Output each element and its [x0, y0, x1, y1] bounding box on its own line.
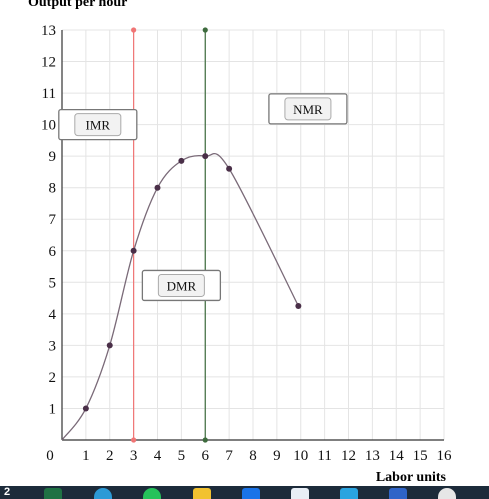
- y-tick-label: 7: [49, 212, 57, 228]
- data-points: [82, 153, 302, 412]
- annotation-label: NMR: [293, 102, 323, 117]
- y-tick-label: 10: [41, 118, 56, 134]
- data-point: [226, 165, 233, 172]
- x-tick-label: 9: [273, 448, 281, 464]
- excel-icon[interactable]: [44, 488, 62, 499]
- annotation-boxes[interactable]: IMR NMR DMR: [58, 93, 348, 302]
- reference-line-end: [131, 437, 137, 443]
- x-tick-label: 12: [341, 448, 356, 464]
- x-tick-label: 11: [317, 448, 331, 464]
- data-point: [130, 247, 137, 254]
- x-axis-label: Labor units: [376, 470, 447, 485]
- x-tick-label: 0: [46, 448, 54, 464]
- x-tick-label: 3: [130, 448, 138, 464]
- y-tick-label: 2: [49, 370, 57, 386]
- annotation-label: DMR: [167, 278, 197, 293]
- app-icon-2[interactable]: [340, 488, 358, 499]
- folder-icon[interactable]: [193, 488, 211, 499]
- app-icon[interactable]: [291, 488, 309, 499]
- taskbar-badge: 2: [4, 486, 11, 498]
- y-axis-label: Output per hour: [28, 0, 127, 10]
- whatsapp-icon[interactable]: [143, 488, 161, 499]
- x-tick-label: 5: [178, 448, 186, 464]
- grid: [62, 29, 445, 440]
- x-tick-label: 7: [225, 448, 233, 464]
- y-tick-label: 11: [42, 86, 56, 102]
- annotation-imr[interactable]: IMR: [58, 108, 138, 141]
- x-tick-label: 1: [82, 448, 90, 464]
- app-icon-3[interactable]: [438, 488, 456, 499]
- x-tick-labels: 0 1 2 3 4 5 6 7 8 9 10 11 12 13 14 15 16: [46, 448, 452, 464]
- y-tick-label: 12: [41, 55, 56, 71]
- reference-line-end: [202, 437, 208, 443]
- axes: [61, 30, 444, 441]
- data-point: [82, 405, 89, 412]
- x-tick-label: 16: [437, 448, 453, 464]
- y-tick-label: 8: [49, 181, 57, 197]
- annotation-dmr[interactable]: DMR: [141, 269, 222, 302]
- y-tick-label: 13: [41, 23, 56, 39]
- y-tick-label: 9: [49, 149, 57, 165]
- reference-lines: [131, 27, 208, 443]
- data-point: [154, 184, 161, 191]
- data-point: [295, 302, 302, 309]
- x-tick-label: 14: [389, 448, 405, 464]
- annotation-nmr[interactable]: NMR: [268, 93, 348, 125]
- x-tick-label: 2: [106, 448, 114, 464]
- x-tick-label: 13: [365, 448, 380, 464]
- annotation-label: IMR: [86, 118, 111, 133]
- reference-line-end: [131, 27, 137, 33]
- data-point: [106, 342, 113, 349]
- y-tick-label: 4: [49, 307, 57, 323]
- annotation-button: [157, 273, 205, 297]
- edge-icon[interactable]: [94, 488, 112, 499]
- y-tick-label: 3: [49, 338, 57, 354]
- taskbar: 2: [0, 486, 489, 499]
- y-tick-label: 1: [49, 401, 57, 417]
- word-icon[interactable]: [389, 488, 407, 499]
- annotation-button: [74, 113, 122, 137]
- annotation-button: [284, 97, 332, 121]
- x-tick-label: 6: [202, 448, 210, 464]
- y-tick-label: 6: [49, 244, 57, 260]
- x-tick-label: 4: [154, 448, 162, 464]
- dropbox-icon[interactable]: [242, 488, 260, 499]
- data-point: [202, 153, 209, 160]
- y-tick-label: 5: [49, 275, 57, 291]
- x-tick-label: 15: [413, 448, 428, 464]
- data-point: [178, 157, 185, 164]
- x-tick-label: 10: [293, 448, 308, 464]
- x-tick-label: 8: [249, 448, 257, 464]
- reference-line-end: [202, 27, 208, 33]
